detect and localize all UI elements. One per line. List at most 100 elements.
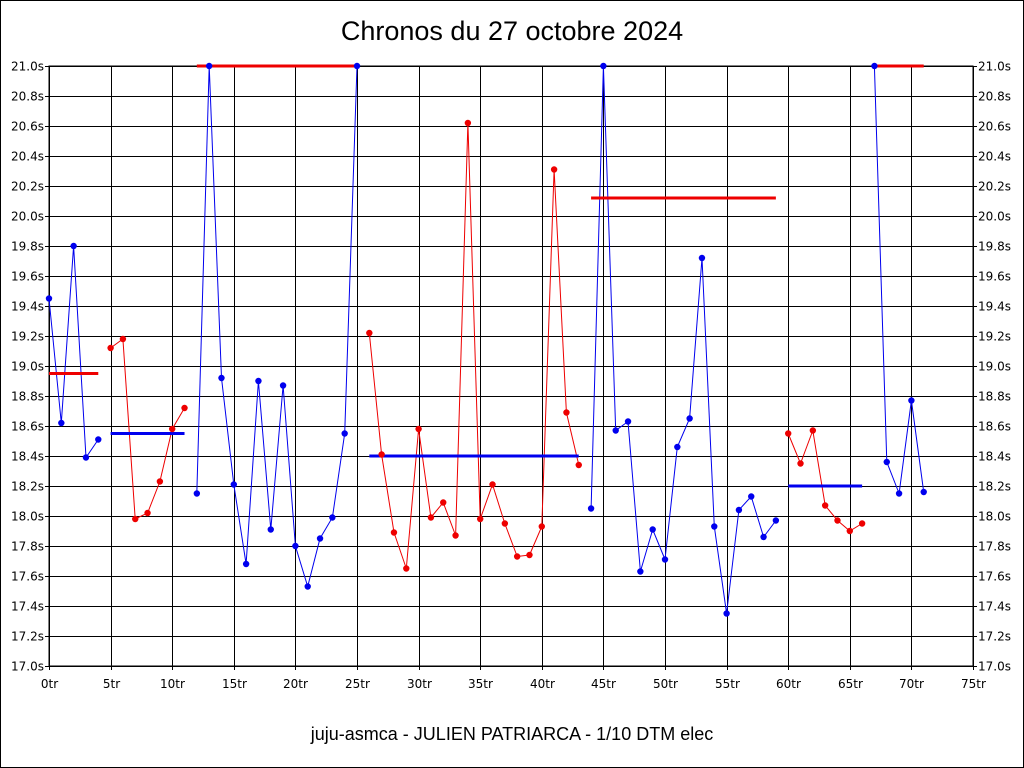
data-point xyxy=(624,418,632,425)
y-tick-label-left: 18.6s xyxy=(11,420,44,434)
y-tick-label-left: 17.4s xyxy=(11,600,44,614)
data-point xyxy=(403,565,410,572)
y-tick-label-right: 18.6s xyxy=(978,420,1011,434)
y-tick-label-right: 17.4s xyxy=(978,600,1011,614)
series-line xyxy=(196,65,358,589)
data-point xyxy=(600,62,607,70)
data-point xyxy=(821,502,829,509)
data-point xyxy=(674,443,681,451)
y-tick-label-right: 20.4s xyxy=(978,150,1011,164)
y-tick-label-left: 18.2s xyxy=(11,480,44,494)
y-tick-label-left: 18.4s xyxy=(11,450,44,464)
x-tick-label: 60tr xyxy=(776,677,801,691)
data-point xyxy=(316,535,324,542)
data-point xyxy=(748,493,755,500)
data-point xyxy=(711,523,718,530)
y-tick-label-right: 19.6s xyxy=(978,270,1011,284)
y-tick-label-right: 19.8s xyxy=(978,240,1011,254)
data-point xyxy=(772,517,780,524)
y-tick-label-right: 17.2s xyxy=(978,630,1011,644)
series-line xyxy=(368,122,580,569)
y-tick-label-left: 20.8s xyxy=(11,90,44,104)
data-point xyxy=(834,517,841,524)
data-point xyxy=(858,520,866,527)
y-tick-label-left: 19.8s xyxy=(11,240,44,254)
series-line xyxy=(590,65,777,614)
y-tick-label-left: 20.6s xyxy=(11,120,44,134)
y-tick-label-left: 19.0s xyxy=(11,360,44,374)
y-tick-label-right: 18.0s xyxy=(978,510,1011,524)
x-tick-label: 5tr xyxy=(103,677,120,691)
data-point xyxy=(366,329,373,337)
data-point xyxy=(242,560,250,568)
y-tick-label-right: 17.0s xyxy=(978,660,1011,674)
y-tick-label-left: 20.4s xyxy=(11,150,44,164)
y-tick-label-left: 17.6s xyxy=(11,570,44,584)
y-tick-label-right: 20.2s xyxy=(978,180,1011,194)
data-point xyxy=(390,529,398,536)
data-point xyxy=(193,490,201,497)
y-tick-label-right: 18.2s xyxy=(978,480,1011,494)
x-tick-label: 65tr xyxy=(838,677,863,691)
data-point xyxy=(464,119,472,127)
data-point xyxy=(341,430,348,437)
y-tick-label-right: 20.0s xyxy=(978,210,1011,224)
data-point xyxy=(908,397,915,404)
y-tick-label-right: 21.0s xyxy=(978,60,1011,74)
y-tick-label-right: 20.6s xyxy=(978,120,1011,134)
data-point xyxy=(785,430,792,437)
data-point xyxy=(538,523,545,530)
data-point xyxy=(723,610,730,617)
y-tick-label-left: 18.0s xyxy=(11,510,44,524)
chart-title: Chronos du 27 octobre 2024 xyxy=(340,16,684,46)
data-point xyxy=(267,526,274,533)
data-point xyxy=(698,254,706,262)
data-point xyxy=(144,509,151,517)
data-point xyxy=(563,409,570,416)
x-tick-label: 15tr xyxy=(222,677,247,691)
data-point xyxy=(452,532,459,539)
data-point xyxy=(329,514,336,521)
data-point xyxy=(45,295,53,302)
data-point xyxy=(132,515,139,523)
data-point xyxy=(526,551,533,559)
y-tick-label-left: 19.2s xyxy=(11,330,44,344)
data-point xyxy=(156,478,164,485)
data-point xyxy=(218,374,225,382)
y-tick-label-right: 19.0s xyxy=(978,360,1011,374)
data-point xyxy=(169,425,176,433)
x-tick-label: 75tr xyxy=(961,677,986,691)
data-point xyxy=(735,506,743,514)
data-point xyxy=(292,542,299,550)
data-point xyxy=(119,335,127,343)
data-point xyxy=(427,514,435,521)
data-point xyxy=(489,481,496,488)
data-point xyxy=(661,556,669,563)
data-point xyxy=(846,527,853,535)
data-point xyxy=(760,533,767,541)
data-point xyxy=(440,499,447,506)
data-point xyxy=(895,490,903,497)
data-point xyxy=(378,451,385,458)
y-tick-label-left: 19.4s xyxy=(11,300,44,314)
x-tick-label: 25tr xyxy=(345,677,370,691)
y-tick-label-left: 21.0s xyxy=(11,60,44,74)
x-tick-label: 0tr xyxy=(41,677,58,691)
data-point xyxy=(587,505,595,512)
data-point xyxy=(255,377,262,385)
data-point xyxy=(501,520,509,527)
y-tick-label-right: 20.8s xyxy=(978,90,1011,104)
y-tick-label-right: 19.4s xyxy=(978,300,1011,314)
y-tick-label-right: 18.4s xyxy=(978,450,1011,464)
x-tick-label: 20tr xyxy=(283,677,308,691)
data-point xyxy=(797,460,804,467)
data-point xyxy=(883,458,890,466)
y-tick-label-left: 18.8s xyxy=(11,390,44,404)
data-point xyxy=(477,515,484,523)
y-tick-label-right: 19.2s xyxy=(978,330,1011,344)
x-tick-label: 50tr xyxy=(653,677,678,691)
data-point xyxy=(920,488,927,496)
y-tick-label-right: 17.6s xyxy=(978,570,1011,584)
x-tick-label: 70tr xyxy=(899,677,924,691)
